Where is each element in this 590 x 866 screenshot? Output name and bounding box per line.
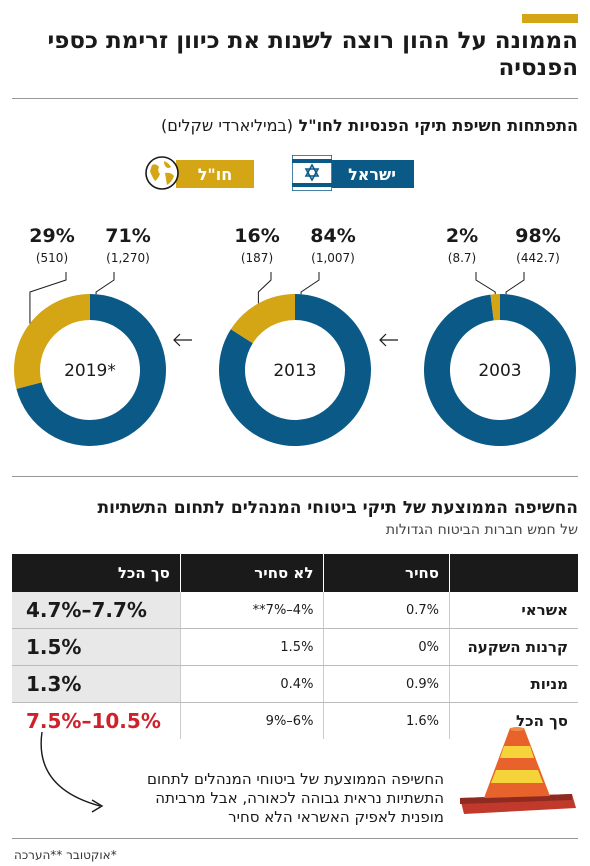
donut-year-label: 2003 (478, 361, 521, 381)
page-title: הממונה על ההון רוצה לשנות את כיוון זרימת… (47, 28, 578, 81)
leader-line-abroad (29, 272, 67, 324)
header-total: סך הכל (12, 554, 181, 592)
donut-year-label: 2019* (64, 361, 116, 381)
table-row: מניות 0.9% 0.4% 1.3% (12, 665, 578, 703)
divider (12, 476, 578, 477)
cell-total: 4.7%–7.7% (12, 592, 181, 629)
row-label: קרנות השקעה (449, 628, 578, 666)
cell-non-tradable: 4%–7%** (179, 592, 324, 629)
footnote: *אוקטובר **הערכה (14, 848, 117, 862)
progress-arrow-head (173, 333, 181, 347)
chart-unit: (במיליארדי שקלים) (161, 116, 293, 135)
header-non-tradable: לא סחיר (179, 554, 324, 592)
leader-line-abroad (475, 272, 496, 295)
table-row: אשראי 0.7% 4%–7%** 4.7%–7.7% (12, 592, 578, 629)
exposure-table: סחיר לא סחיר סך הכל אשראי 0.7% 4%–7%** 4… (12, 554, 578, 739)
israel-value-label: (442.7) (516, 251, 560, 265)
table-row: קרנות השקעה 0% 1.5% 1.5% (12, 628, 578, 666)
donut-slice-israel (423, 294, 576, 446)
leader-line-abroad (257, 272, 272, 304)
donut-slice-abroad (230, 294, 295, 344)
header-empty (449, 554, 578, 592)
abroad-value-label: (187) (241, 251, 273, 265)
abroad-pct-label: 2% (446, 225, 478, 247)
annotation-note: החשיפה הממוצעת של ביטוחי המנהלים לתחום ה… (147, 770, 444, 826)
abroad-value-label: (8.7) (448, 251, 476, 265)
cell-non-tradable: 6%–9% (179, 702, 324, 739)
donut-year-label: 2013 (273, 361, 316, 381)
cell-tradable: 0.9% (323, 665, 450, 703)
row-label: מניות (449, 665, 578, 703)
donut-slice-abroad (490, 294, 500, 321)
donut-slice-israel (219, 294, 372, 446)
cell-total: 1.5% (12, 628, 181, 666)
curved-arrow-icon (40, 731, 104, 813)
table-header-row: סחיר לא סחיר סך הכל (12, 554, 578, 592)
divider (12, 838, 578, 839)
leader-line-israel (300, 272, 320, 295)
table-title: החשיפה הממוצעת של תיקי ביטוחי המנהלים לת… (97, 498, 578, 518)
cell-non-tradable: 0.4% (179, 665, 324, 703)
cell-total-highlight: 7.5%–10.5% (12, 702, 181, 739)
abroad-pct-label: 16% (234, 225, 279, 247)
cell-total: 1.3% (12, 665, 181, 703)
cell-tradable: 0.7% (323, 592, 450, 629)
row-label: סך הכל (449, 702, 578, 739)
cell-tradable: 1.6% (323, 702, 450, 739)
row-label: אשראי (449, 592, 578, 629)
israel-value-label: (1,007) (311, 251, 355, 265)
globe-icon (145, 156, 179, 190)
leader-line-israel (505, 272, 525, 295)
progress-arrow-head (379, 333, 387, 347)
accent-bar (522, 14, 578, 23)
cell-tradable: 0% (323, 628, 450, 666)
donut-slice-israel (16, 294, 166, 446)
chart-subtitle: התפתחות חשיפת תיקי הפנסיות לחו"ל (במיליא… (161, 116, 578, 135)
chart-subtitle-text: התפתחות חשיפת תיקי הפנסיות לחו"ל (298, 116, 578, 135)
traffic-cone-icon (460, 727, 576, 814)
israel-pct-label: 71% (105, 225, 150, 247)
leader-line-israel (95, 272, 115, 295)
abroad-pct-label: 29% (29, 225, 74, 247)
table-row-total: סך הכל 1.6% 6%–9% 7.5%–10.5% (12, 702, 578, 739)
abroad-value-label: (510) (36, 251, 68, 265)
israel-value-label: (1,270) (106, 251, 150, 265)
divider (12, 98, 578, 99)
header-tradable: סחיר (323, 554, 450, 592)
israel-flag-icon (292, 155, 332, 191)
legend-israel: ישראל (330, 160, 414, 188)
israel-pct-label: 98% (515, 225, 560, 247)
legend-abroad: חו"ל (176, 160, 254, 188)
donut-slice-abroad (13, 294, 90, 389)
cell-non-tradable: 1.5% (179, 628, 324, 666)
donut-charts: 2003 98% (442.7) 2% (8.7) 2013 84% (1,007) 16% (1… (13, 225, 576, 446)
table-subtitle: של חמש חברות הביטוח הגדולות (385, 522, 578, 538)
israel-pct-label: 84% (310, 225, 355, 247)
